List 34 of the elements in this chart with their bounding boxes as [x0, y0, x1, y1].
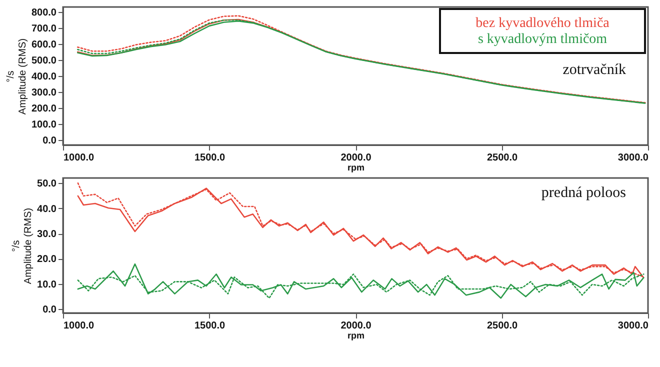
y-tick-label: 500.0 [31, 55, 57, 66]
y-tick-label: 400.0 [31, 72, 57, 82]
y-tick-label: 100.0 [31, 120, 57, 131]
x-tick-label: 1000.0 [64, 320, 95, 332]
y-tick-label: 700.0 [31, 23, 57, 34]
y-tick-label: 40.0 [37, 204, 57, 215]
y-tick-label: 0.0 [42, 304, 57, 316]
y-tick-label: 20.0 [37, 254, 57, 266]
annotation: zotrvačník [562, 62, 626, 78]
y-tick-label: 300.0 [31, 88, 57, 99]
y-tick-label: 50.0 [37, 178, 57, 190]
y-axis-title: °/s Amplitude (RMS) [5, 38, 28, 115]
x-axis-title: rpm [347, 330, 365, 340]
y-axis-title: °/s Amplitude (RMS) [11, 208, 34, 284]
x-tick-label: 3000.0 [618, 320, 649, 332]
x-tick-label: 1500.0 [194, 320, 226, 332]
x-tick-label: 1500.0 [194, 152, 226, 164]
x-tick-label: 2000.0 [340, 320, 372, 332]
y-tick-label: 30.0 [37, 229, 57, 240]
x-axis-title: rpm [347, 162, 365, 172]
y-tick-label: 800.0 [31, 7, 57, 18]
line-series [77, 263, 644, 299]
x-tick-label: 2000.0 [340, 152, 372, 164]
x-tick-label: 3000.0 [618, 152, 649, 164]
y-tick-label: 200.0 [31, 104, 57, 115]
text: bez kyvadlového tlmiča [476, 16, 610, 31]
y-tick-label: 10.0 [37, 279, 57, 290]
x-tick-label: 1000.0 [64, 152, 95, 164]
text: s kyvadlovým tlmičom [478, 32, 608, 47]
x-tick-label: 2500.0 [486, 152, 518, 164]
y-tick-label: 600.0 [31, 39, 57, 50]
y-tick-label: 0.0 [42, 136, 57, 147]
x-tick-label: 2500.0 [486, 320, 518, 332]
annotation: predná poloos [541, 185, 626, 201]
